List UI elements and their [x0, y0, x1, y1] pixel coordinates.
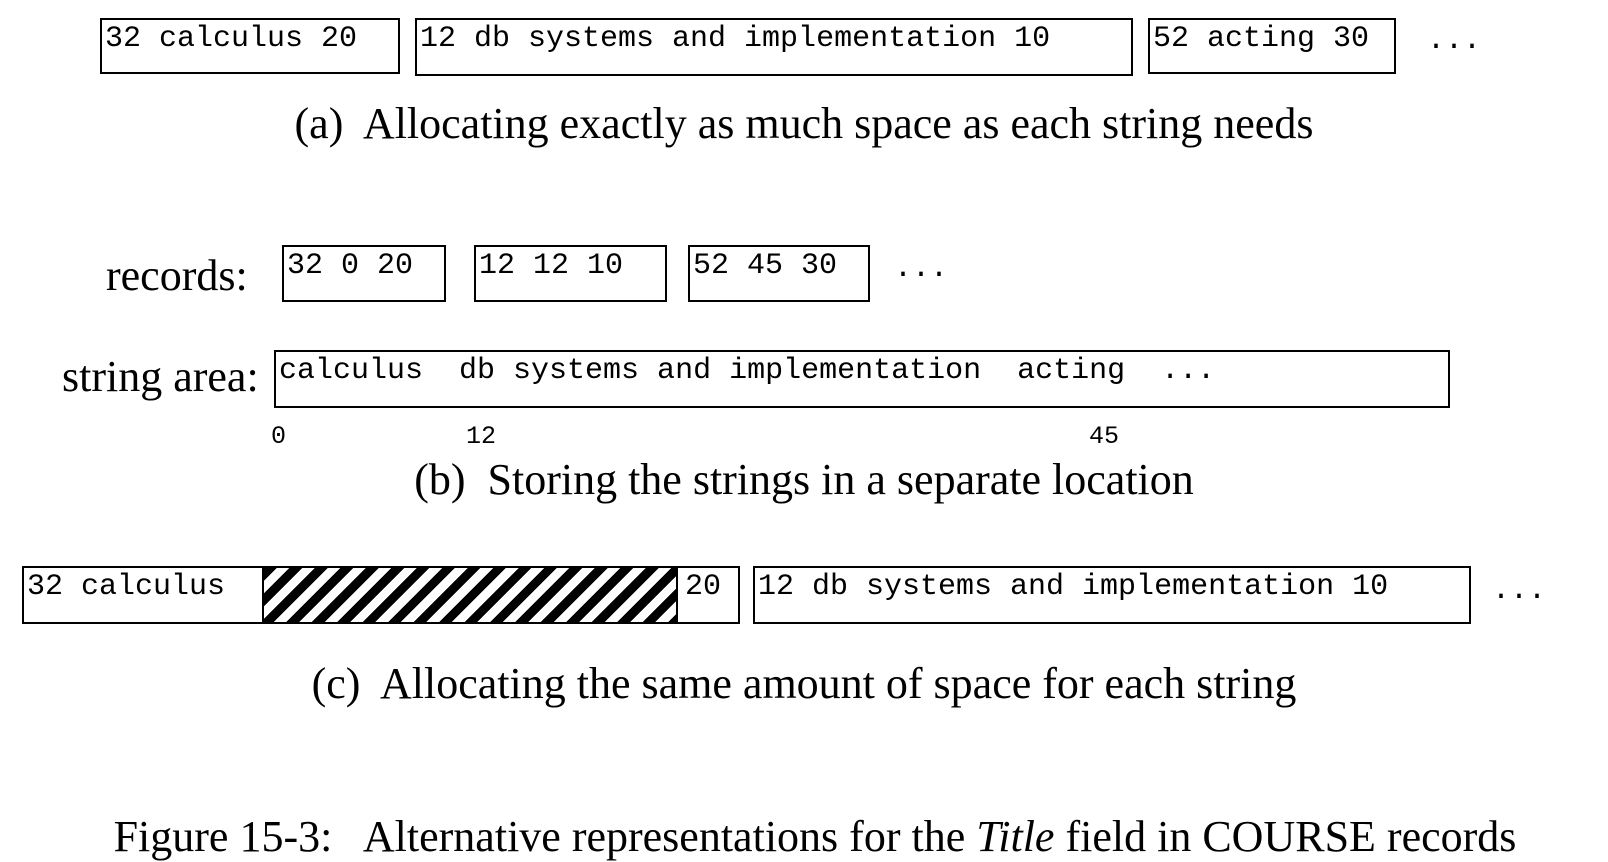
string-area-text: calculus db systems and implementation a…: [279, 354, 1216, 388]
caption-c: (c) Allocating the same amount of space …: [311, 659, 1297, 708]
record-text: 12 12 10: [479, 249, 624, 283]
record-text: 52 45 30: [693, 249, 838, 283]
string-area-label: string area:: [62, 352, 259, 401]
record-text: 32 0 20: [287, 249, 414, 283]
record-text: 12 db systems and implementation 10: [420, 22, 1051, 56]
record-text-left: 32 calculus: [27, 570, 226, 604]
record-a-acting: 52 acting 30: [1148, 18, 1396, 74]
unused-space-hatch: [262, 566, 678, 624]
offset-0: 0: [271, 422, 287, 451]
offset-12: 12: [466, 422, 497, 451]
string-area-box: calculus db systems and implementation a…: [274, 350, 1450, 408]
record-text: 32 calculus 20: [105, 22, 358, 56]
figure-caption-prefix: Figure 15-3: Alternative representations…: [113, 812, 977, 861]
figure-caption-suffix: field in COURSE records: [1054, 812, 1517, 861]
record-c-ellipsis: ...: [1492, 574, 1547, 608]
figure-caption: Figure 15-3: Alternative representations…: [0, 760, 1608, 862]
record-a-ellipsis: ...: [1427, 24, 1482, 58]
record-c-db-systems: 12 db systems and implementation 10: [753, 566, 1471, 624]
record-b-acting: 52 45 30: [688, 245, 870, 302]
record-b-ellipsis: ...: [894, 252, 949, 286]
caption-b: (b) Storing the strings in a separate lo…: [414, 455, 1194, 504]
record-text-right: 20: [685, 570, 722, 604]
record-a-calculus: 32 calculus 20: [100, 18, 400, 74]
figure-caption-italic: Title: [976, 812, 1055, 861]
offset-45: 45: [1089, 422, 1120, 451]
record-b-db-systems: 12 12 10: [474, 245, 667, 302]
record-a-db-systems: 12 db systems and implementation 10: [415, 18, 1133, 76]
caption-a: (a) Allocating exactly as much space as …: [294, 99, 1314, 148]
records-label: records:: [106, 251, 248, 300]
record-text: 52 acting 30: [1153, 22, 1370, 56]
record-b-calculus: 32 0 20: [282, 245, 446, 302]
record-text: 12 db systems and implementation 10: [758, 570, 1389, 604]
